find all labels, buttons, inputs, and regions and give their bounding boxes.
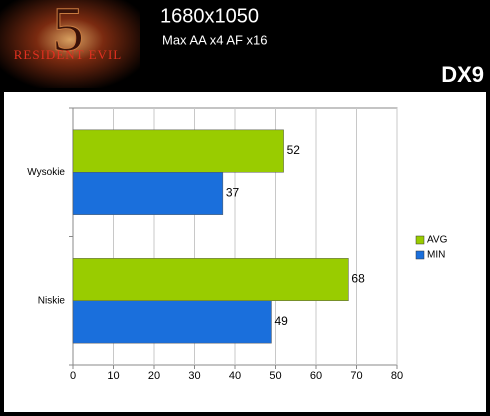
x-tick-label: 0 (70, 370, 76, 382)
data-label: 37 (226, 186, 240, 200)
bar (72, 300, 272, 344)
legend-swatch (415, 235, 425, 245)
x-tick-label: 70 (350, 370, 362, 382)
bar (72, 172, 224, 215)
legend-label: MIN (427, 250, 445, 261)
x-tick-label: 10 (107, 370, 119, 382)
data-label: 68 (351, 272, 365, 286)
data-label: 52 (287, 143, 301, 157)
y-tick-label: Wysokie (27, 167, 65, 178)
x-tick-label: 50 (269, 370, 281, 382)
x-tick-label: 20 (148, 370, 160, 382)
x-tick-label: 40 (229, 370, 241, 382)
chart-subtitle: Max AA x4 AF x16 (162, 32, 268, 47)
chart-title: 1680x1050 (160, 5, 259, 27)
x-tick-label: 60 (310, 370, 322, 382)
badge: DX9 (441, 62, 484, 87)
legend-swatch (415, 250, 425, 260)
logo-numeral: 5 (52, 0, 84, 65)
legend-label: AVG (427, 235, 448, 246)
logo-art (0, 0, 140, 88)
x-tick-label: 80 (391, 370, 403, 382)
y-tick-label: Niskie (38, 295, 66, 306)
logo-text: RESIDENT EVIL (14, 47, 122, 62)
x-tick-label: 30 (188, 370, 200, 382)
bar (72, 258, 349, 301)
bar (72, 129, 284, 173)
data-label: 49 (274, 314, 288, 328)
